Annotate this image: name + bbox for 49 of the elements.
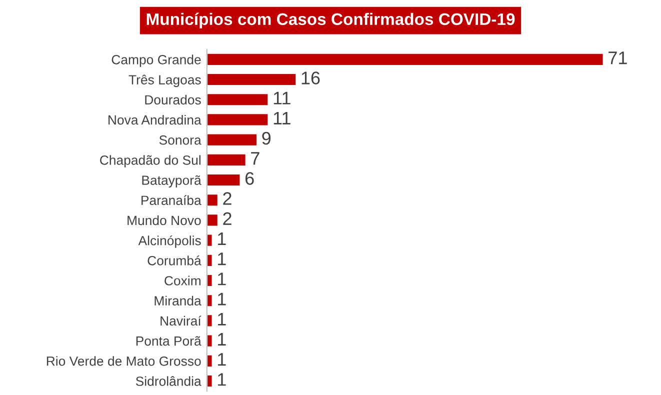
y-tick-label: Rio Verde de Mato Grosso (46, 356, 201, 366)
data-label: 11 (274, 112, 290, 124)
bar (206, 52, 604, 66)
bar (206, 132, 258, 147)
chart-title: Municípios com Casos Confirmados COVID-19 (146, 12, 515, 28)
data-label: 9 (262, 132, 271, 145)
y-tick-label: Naviraí (160, 316, 202, 326)
bar (206, 173, 242, 187)
data-label: 1 (218, 272, 226, 286)
bar (206, 354, 214, 368)
data-label: 6 (245, 172, 254, 185)
bar (206, 213, 219, 228)
y-tick-label: Três Lagoas (128, 74, 201, 88)
data-label: 1 (218, 312, 226, 326)
bar (206, 294, 214, 308)
data-label: 11 (274, 92, 290, 104)
bar (206, 72, 297, 86)
data-label: 2 (223, 192, 232, 205)
data-label: 1 (218, 252, 226, 266)
data-label: 71 (608, 52, 627, 64)
y-tick-label: Dourados (145, 94, 201, 105)
data-label: 1 (218, 292, 226, 306)
bar (206, 112, 270, 127)
data-label: 1 (218, 353, 226, 366)
y-tick-label: Chapadão do Sul (100, 155, 200, 168)
data-label: 2 (223, 212, 232, 225)
bar (206, 92, 270, 107)
y-tick-label: Alcinópolis (138, 235, 201, 248)
y-tick-label: Batayporã (142, 175, 202, 188)
bar (206, 274, 214, 288)
data-label: 7 (251, 152, 260, 165)
data-label: 1 (218, 232, 226, 245)
y-tick-label: Ponta Porã (136, 336, 202, 346)
y-tick-label: Coxim (164, 276, 200, 286)
y-tick-label: Nova Andradina (108, 114, 202, 125)
bar (206, 253, 214, 268)
y-tick-label: Miranda (154, 296, 202, 306)
y-tick-label: Sonora (159, 135, 202, 145)
y-tick-label: Corumbá (148, 255, 202, 266)
bar (206, 152, 247, 167)
data-label: 16 (302, 72, 320, 84)
y-tick-label: Paranaíba (142, 195, 202, 206)
bar (206, 193, 219, 208)
y-tick-label: Campo Grande (112, 54, 201, 67)
data-label: 1 (218, 333, 226, 346)
y-tick-label: Mundo Novo (128, 215, 201, 226)
y-tick-label: Sidrolândia (136, 376, 202, 386)
data-label: 1 (218, 373, 226, 386)
bar (206, 374, 214, 388)
